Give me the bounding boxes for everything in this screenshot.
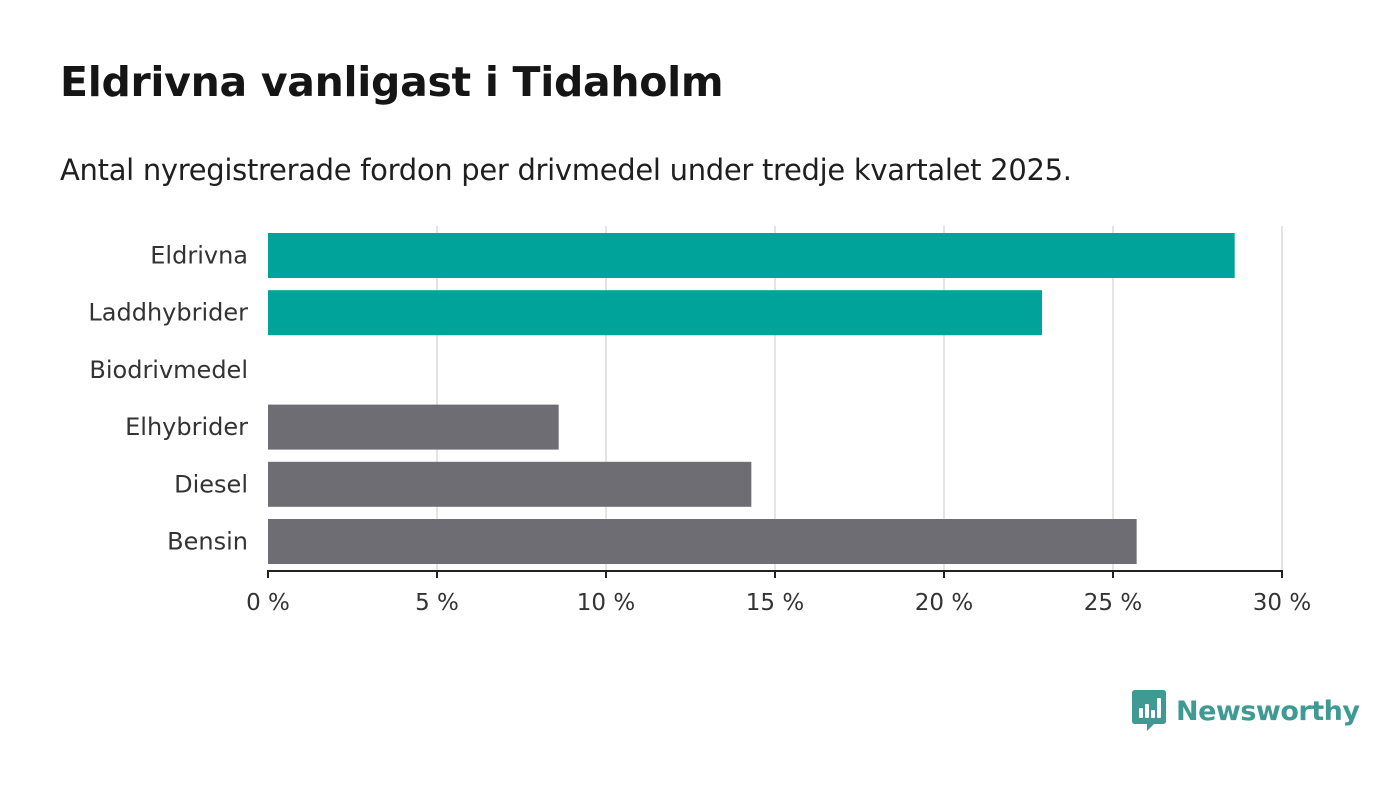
chart-subtitle: Antal nyregistrerade fordon per drivmede…	[60, 153, 1072, 187]
category-label: Diesel	[174, 470, 248, 498]
bar-diesel	[268, 461, 752, 507]
category-label: Biodrivmedel	[89, 356, 248, 384]
x-tick-label: 30 %	[1253, 590, 1311, 616]
x-tick-label: 15 %	[746, 590, 804, 616]
category-label: Eldrivna	[150, 242, 248, 270]
category-label: Elhybrider	[125, 413, 248, 441]
category-label: Laddhybrider	[88, 299, 248, 327]
newsworthy-logo: Newsworthy	[1132, 690, 1360, 732]
x-tick-label: 0 %	[246, 590, 290, 616]
x-tick-label: 5 %	[415, 590, 459, 616]
bar-bensin	[268, 519, 1137, 564]
brand-name: Newsworthy	[1176, 695, 1360, 727]
x-tick-label: 20 %	[915, 590, 973, 616]
category-label: Bensin	[167, 528, 248, 556]
bar-chart-speech-icon	[1132, 690, 1166, 731]
bar-laddhybrider	[268, 290, 1043, 336]
bar-elhybrider	[268, 404, 559, 450]
bar-eldrivna	[268, 233, 1235, 278]
x-tick-label: 10 %	[577, 590, 635, 616]
x-tick-label: 25 %	[1084, 590, 1142, 616]
chart-title: Eldrivna vanligast i Tidaholm	[60, 58, 724, 106]
